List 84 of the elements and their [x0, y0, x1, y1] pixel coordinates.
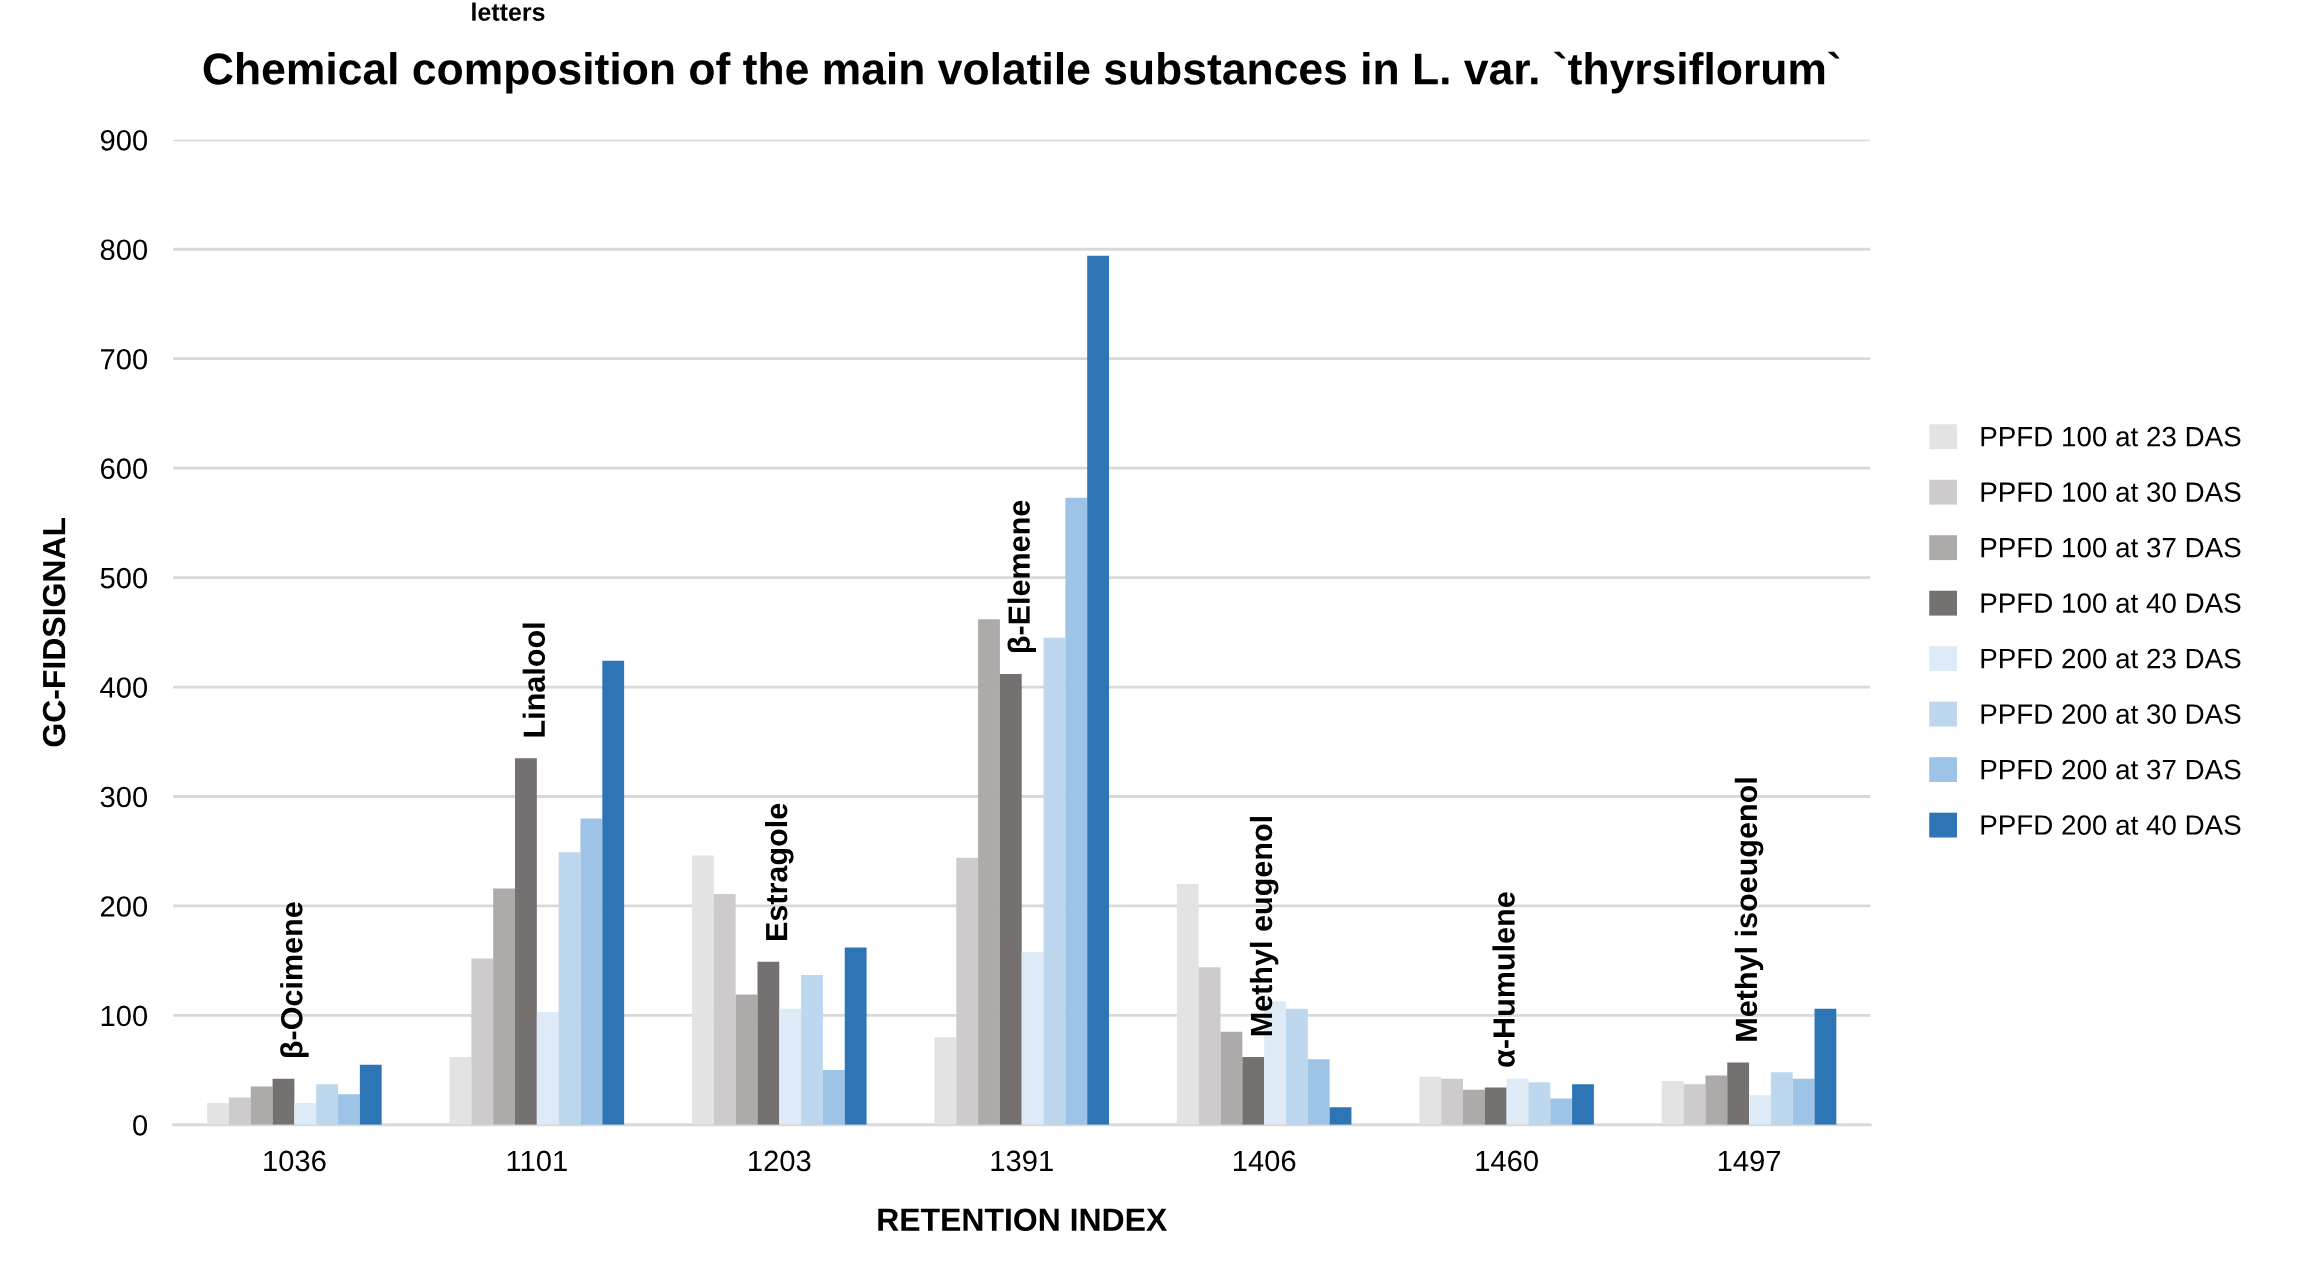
x-axis-title: RETENTION INDEX: [878, 1208, 1167, 1232]
annotation: Methyl isoeugenol: [1734, 778, 1764, 1041]
x-tick-label: 1203: [749, 1150, 811, 1172]
bar: [228, 1097, 251, 1125]
legend-label: PPFD 100 at 23 DAS: [1981, 426, 2241, 447]
bar: [1683, 1084, 1706, 1125]
chart-title: Chemical composition of the main volatile substances in L. var. `thyrsiflorum`: [203, 51, 1840, 94]
bar: [844, 947, 867, 1125]
bar: [1727, 1062, 1750, 1125]
legend-label: PPFD 100 at 40 DAS: [1981, 593, 2241, 613]
bar: [978, 619, 1000, 1125]
bar: [801, 974, 823, 1125]
bar: [822, 1070, 845, 1125]
bar: [956, 857, 979, 1125]
x-tick-label: 1460: [1476, 1150, 1538, 1172]
annotation: α-Humulene: [1492, 892, 1515, 1067]
y-tick-label: 100: [101, 1005, 148, 1027]
bar: [1484, 1087, 1507, 1125]
bar: [1307, 1059, 1330, 1125]
bar: [536, 1012, 559, 1125]
bar: [1462, 1089, 1485, 1125]
bar: [779, 1008, 802, 1125]
x-tick-label: 1101: [507, 1150, 567, 1172]
x-tick-label: 1497: [1718, 1150, 1781, 1172]
bar: [272, 1078, 295, 1125]
bar: [316, 1084, 339, 1125]
legend-label: PPFD 100 at 37 DAS: [1981, 537, 2241, 558]
bar: [294, 1102, 317, 1125]
bar: [1087, 255, 1110, 1125]
bar: [1770, 1072, 1793, 1125]
x-tick-label: 1391: [991, 1150, 1053, 1172]
y-tick-label: 700: [101, 348, 148, 370]
bar: [1286, 1008, 1308, 1125]
legend-label: PPFD 200 at 37 DAS: [1981, 759, 2241, 780]
bar: [1792, 1078, 1815, 1125]
annotation: β-Elemene: [1007, 500, 1036, 653]
bar: [1329, 1107, 1352, 1125]
bar: [1441, 1078, 1463, 1125]
y-tick-label: 400: [100, 677, 148, 698]
bar: [1749, 1095, 1771, 1125]
bar: [999, 673, 1022, 1125]
bar: [359, 1064, 382, 1125]
bar: [1065, 497, 1088, 1125]
bar: [338, 1094, 360, 1125]
bar: [1220, 1031, 1243, 1125]
x-tick-label: 1406: [1233, 1150, 1296, 1172]
annotation: Methyl eugenol: [1249, 817, 1279, 1036]
annotation: β-Ocimene: [280, 902, 309, 1058]
bar: [602, 660, 625, 1125]
y-tick-label: 200: [100, 896, 148, 917]
bar: [1550, 1098, 1573, 1125]
bar: [1506, 1078, 1529, 1125]
bar: [1043, 637, 1066, 1125]
bar: [1528, 1082, 1551, 1125]
bar: [558, 852, 581, 1125]
x-tick-label: 1036: [264, 1150, 326, 1172]
bar: [1021, 951, 1044, 1125]
bar: [1242, 1056, 1265, 1125]
y-tick-label: 0: [133, 1115, 148, 1136]
legend-label: PPFD 200 at 40 DAS: [1981, 815, 2241, 835]
bar: [493, 888, 516, 1125]
annotation: Linalool: [522, 623, 546, 737]
y-tick-label: 900: [100, 130, 148, 151]
bar: [515, 758, 537, 1125]
legend-label: PPFD 200 at 23 DAS: [1981, 648, 2241, 669]
y-tick-label: 300: [100, 786, 148, 808]
bar: [1814, 1008, 1837, 1125]
bar: [1572, 1084, 1594, 1125]
bar: [757, 961, 780, 1125]
annotation: Estragole: [764, 803, 794, 941]
y-tick-label: 500: [100, 567, 148, 589]
bar: [580, 818, 603, 1125]
bar: [1705, 1075, 1728, 1125]
legend-label: PPFD 200 at 30 DAS: [1981, 704, 2241, 724]
bar: [471, 958, 494, 1125]
text: letters: [472, 2, 545, 21]
bar: [713, 893, 736, 1125]
legend-label: PPFD 100 at 30 DAS: [1981, 482, 2241, 502]
bar: [250, 1086, 273, 1125]
bar: [1198, 967, 1221, 1125]
y-tick-label: 600: [101, 458, 148, 480]
bar: [735, 994, 758, 1125]
y-tick-label: 800: [100, 239, 148, 261]
y-axis-title: GC-FIDSIGNAL: [42, 517, 66, 747]
